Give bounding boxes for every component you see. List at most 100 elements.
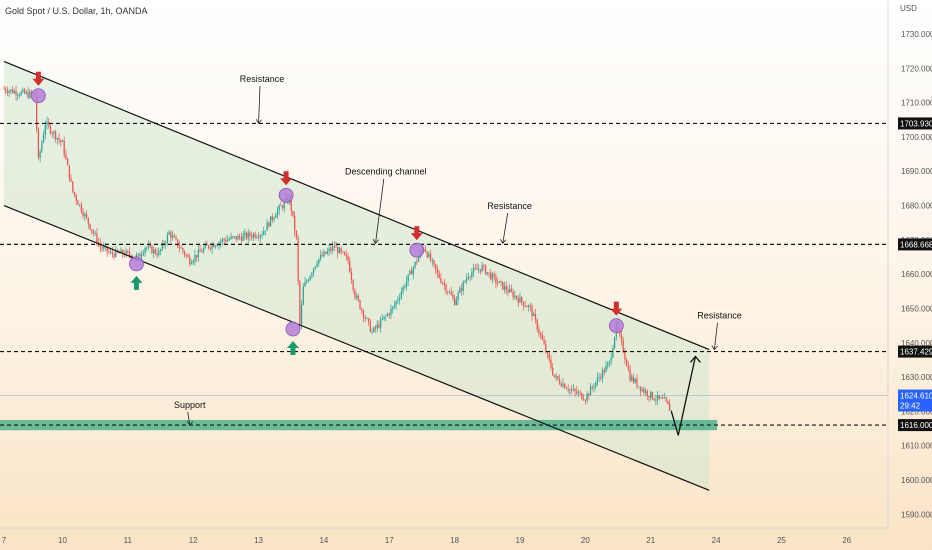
candle-body [610,357,612,362]
candle-body [314,266,316,269]
annotation-label-1: Resistance [240,74,285,84]
candle-body [498,281,501,283]
candle-body [228,239,230,240]
candle-body [538,329,540,334]
candle-body [529,305,531,307]
candle-body [23,89,26,94]
candle-body [405,281,408,287]
level-tag-bg [898,117,932,130]
touch-marker-6 [285,321,301,337]
annotation-pointer-head [186,420,194,426]
touch-marker-1 [31,88,46,104]
candle-body [319,255,322,259]
candle-body [330,248,332,251]
candle-body [333,246,335,248]
candle-body [655,399,657,401]
candle-body [531,306,533,317]
candle-body [641,388,643,391]
candle-body [576,391,578,394]
price-tick-label: 1600.000 [901,476,932,485]
candle-body [15,91,17,96]
candle-body [496,282,499,284]
candle-body [6,91,9,93]
candle-body [660,397,662,399]
candle-body [522,301,525,306]
candle-body [11,89,14,94]
annotation-pointer-head [255,118,262,124]
candle-body [438,272,440,279]
candle-body [111,251,114,254]
annotation-pointer-head [372,239,379,244]
candle-body [595,382,597,388]
candle-body [625,359,628,367]
candle-body [294,215,296,231]
candle-body [639,386,642,391]
time-tick-label: 20 [581,536,590,545]
candle-body [123,254,126,256]
candle-body [245,232,248,239]
candle-body [412,267,415,275]
candle-body [8,90,10,93]
candle-body [208,245,210,248]
level-tag-bg [898,238,932,251]
candle-body [68,165,71,179]
current-price-tag [898,389,932,412]
down-arrow-icon [410,226,423,241]
candle-body [290,196,292,211]
candle-body [156,253,158,256]
candle-body [450,292,452,296]
level-tag-bg [898,345,932,358]
candle-body [651,391,654,399]
candle-body [226,239,229,242]
candle-body [658,395,660,398]
touch-marker-4 [608,318,624,334]
price-tick-label: 1730.000 [901,30,932,39]
candle-body [634,379,636,383]
candle-body [667,401,669,405]
candle-body [479,269,482,272]
candle-body [17,95,19,96]
candle-body [577,392,580,394]
candle-body [536,319,538,330]
candle-body [410,270,413,275]
candle-body [280,205,282,207]
candle-body [481,265,483,272]
time-tick-label: 7 [2,536,7,545]
candle-body [378,324,380,328]
candle-body [665,397,667,402]
candle-body [435,264,437,270]
candle-body [417,257,420,263]
candle-body [546,352,549,354]
candle-body [650,391,652,398]
price-tick-label: 1590.000 [901,510,932,519]
candle-body [96,233,98,243]
candle-body [171,235,174,238]
candle-body [175,237,177,240]
candle-body [581,393,583,400]
candle-body [122,250,124,255]
candle-body [56,138,58,140]
candle-body [295,230,298,238]
candle-body [278,205,280,211]
candle-body [644,390,647,393]
annotation-pointer [502,212,509,244]
candle-body [560,383,562,387]
candle-body [500,281,502,282]
annotations-layer: Resistance Descending channel Resistance Re… [31,71,742,426]
candle-body [521,297,523,302]
candle-body [206,244,208,246]
candle-body [275,215,277,218]
candle-body [323,251,325,257]
candle-body [402,286,404,293]
price-tick-label: 1620.000 [901,407,932,416]
annotation-label-2: Descending channel [345,167,427,177]
candle-body [608,361,611,364]
candle-body [306,281,308,283]
time-tick-label: 14 [319,536,328,545]
candle-body [190,262,193,265]
time-tick-label: 18 [450,536,459,545]
candle-body [453,297,456,306]
candle-body [185,255,187,256]
candle-body [460,288,463,291]
